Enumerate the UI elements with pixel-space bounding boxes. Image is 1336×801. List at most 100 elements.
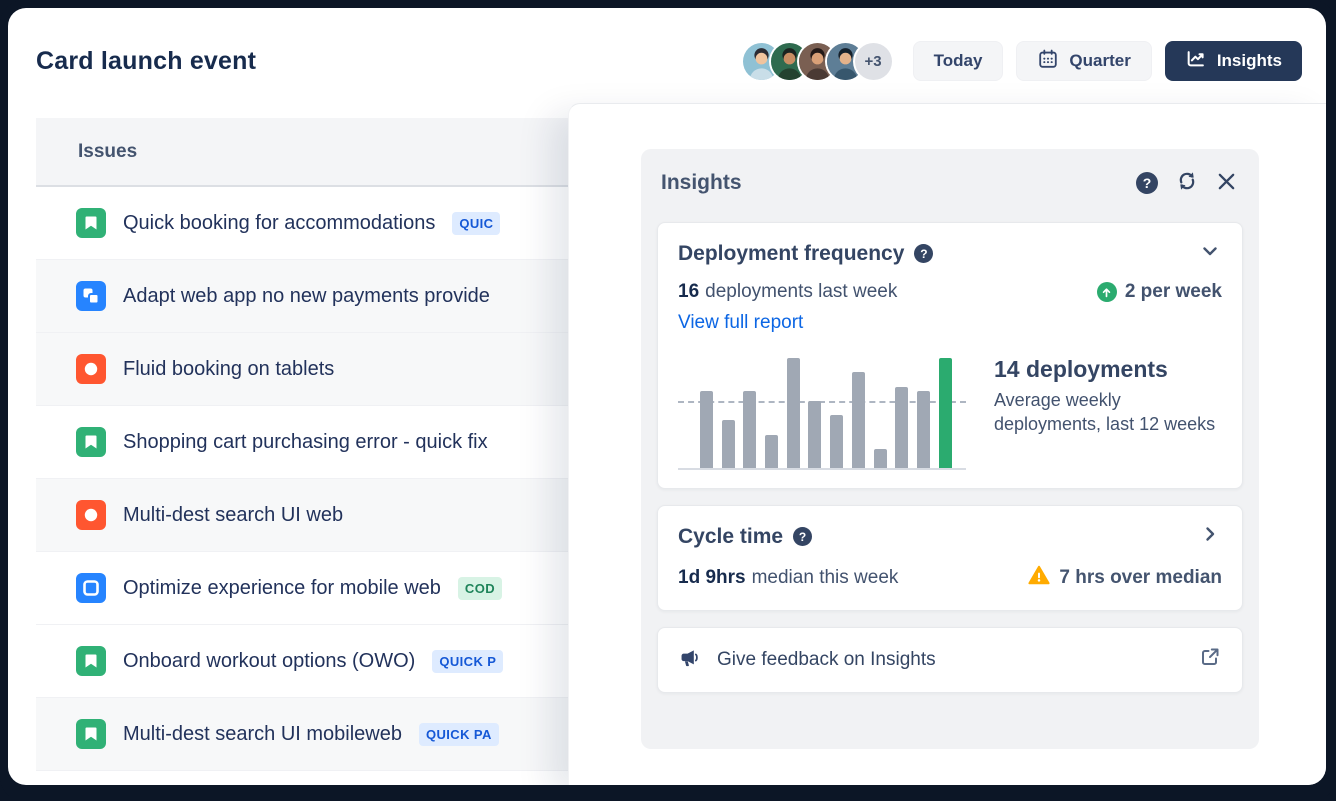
cycle-time-stat-row: 1d 9hrs median this week 7 hrs over medi <box>678 564 1222 592</box>
cycle-time-card: Cycle time ? 1d 9hrs median this week <box>657 505 1243 611</box>
megaphone-icon <box>678 646 701 675</box>
calendar-icon <box>1037 48 1059 75</box>
issue-title: Adapt web app no new payments provide <box>123 284 490 307</box>
story-icon <box>76 208 106 238</box>
chart-bar <box>808 401 822 468</box>
issue-title: Shopping cart purchasing error - quick f… <box>123 430 488 453</box>
refresh-button[interactable] <box>1175 169 1199 196</box>
deployment-frequency-title: Deployment frequency <box>678 241 905 265</box>
issue-title: Fluid booking on tablets <box>123 357 335 380</box>
task-icon <box>76 573 106 603</box>
feedback-label: Give feedback on Insights <box>717 649 936 670</box>
issue-row[interactable]: Shopping cart purchasing error - quick f… <box>36 406 736 479</box>
insights-button-label: Insights <box>1216 51 1282 70</box>
help-icon: ? <box>914 244 934 263</box>
chart-bars <box>700 358 952 468</box>
average-summary: 14 deployments Average weekly deployment… <box>994 356 1222 470</box>
refresh-icon <box>1175 169 1199 196</box>
deployment-bar-chart <box>678 356 978 470</box>
page-title: Card launch event <box>36 46 257 75</box>
issues-header-label: Issues <box>78 140 138 162</box>
avatar-stack[interactable]: +3 <box>742 42 892 80</box>
avatar-overflow[interactable]: +3 <box>854 42 892 80</box>
warning-icon <box>1028 564 1050 592</box>
bug-icon <box>76 354 106 384</box>
avatar[interactable] <box>798 42 836 80</box>
deployment-chart-row: 14 deployments Average weekly deployment… <box>678 356 1222 470</box>
cycle-time-title: Cycle time <box>678 524 784 548</box>
trend-chart-icon <box>1185 48 1207 75</box>
cycle-time-median-value: 1d 9hrs <box>678 567 746 588</box>
subtask-icon <box>76 281 106 311</box>
cycle-time-warning: 7 hrs over median <box>1028 564 1222 592</box>
issue-title: Multi-dest search UI mobileweb <box>123 722 402 745</box>
today-button-label: Today <box>933 51 983 70</box>
issue-badge: QUICK PA <box>419 722 499 746</box>
deployment-count-value: 16 <box>678 281 700 302</box>
today-button[interactable]: Today <box>912 41 1004 81</box>
app-card: Card launch event +3 Today <box>8 8 1326 785</box>
chevron-down-icon[interactable] <box>1198 239 1222 268</box>
issue-title: Multi-dest search UI web <box>123 503 344 526</box>
chart-bar <box>916 391 930 468</box>
cycle-time-median: 1d 9hrs median this week <box>678 567 898 589</box>
chart-bar <box>895 387 909 468</box>
average-dashed-line <box>678 401 966 403</box>
deployment-frequency-header[interactable]: Deployment frequency ? <box>678 239 1222 268</box>
deployment-frequency-card: Deployment frequency ? 16 deployments las… <box>657 222 1243 489</box>
help-button[interactable]: ? <box>1136 171 1158 194</box>
close-button[interactable] <box>1216 171 1237 195</box>
chevron-right-icon[interactable] <box>1198 522 1222 551</box>
issue-row[interactable]: Optimize experience for mobile web COD <box>36 552 736 625</box>
external-link-icon[interactable] <box>1198 645 1222 675</box>
cycle-time-header[interactable]: Cycle time ? <box>678 522 1222 551</box>
issue-row[interactable]: Quick booking for accommodations QUIC <box>36 187 736 260</box>
chart-bar <box>938 358 952 468</box>
issue-row[interactable]: Onboard workout options (OWO) QUICK P <box>36 625 736 698</box>
view-full-report-link[interactable]: View full report <box>678 312 804 333</box>
story-icon <box>76 427 106 457</box>
cycle-time-warning-label: 7 hrs over median <box>1059 567 1222 588</box>
average-title: 14 deployments <box>994 356 1168 382</box>
issue-title: Onboard workout options (OWO) <box>123 649 416 672</box>
insights-button[interactable]: Insights <box>1164 41 1302 81</box>
deployment-stat-row: 16 deployments last week 2 per week <box>678 281 1222 303</box>
cycle-time-title-wrap: Cycle time ? <box>678 524 813 549</box>
app-header: Card launch event +3 Today <box>36 8 1302 104</box>
cycle-time-median-label: median this week <box>751 567 899 588</box>
avatar[interactable] <box>770 42 808 80</box>
deployment-trend: 2 per week <box>1096 281 1222 303</box>
chart-bar <box>873 449 887 468</box>
insights-panel-actions: ? <box>1136 169 1237 196</box>
header-actions: +3 Today <box>742 41 1302 81</box>
average-description: Average weekly deployments, last 12 week… <box>994 390 1216 435</box>
insights-panel-header: Insights ? <box>657 149 1243 196</box>
issue-badge: QUIC <box>452 211 501 235</box>
close-icon <box>1216 171 1237 195</box>
chart-bar <box>786 358 800 468</box>
chart-bar <box>743 391 757 468</box>
chart-baseline <box>678 468 966 470</box>
quarter-button-label: Quarter <box>1069 51 1131 70</box>
insights-panel-title: Insights <box>661 170 742 194</box>
feedback-card[interactable]: Give feedback on Insights <box>657 627 1243 693</box>
quarter-button[interactable]: Quarter <box>1016 41 1152 81</box>
bug-icon <box>76 500 106 530</box>
help-icon: ? <box>1136 171 1158 194</box>
help-icon: ? <box>793 527 813 546</box>
story-icon <box>76 646 106 676</box>
issue-badge: QUICK P <box>432 649 504 673</box>
deployment-frequency-title-wrap: Deployment frequency ? <box>678 241 934 266</box>
chart-bar <box>830 415 844 468</box>
insights-overlay: Insights ? <box>568 103 1326 785</box>
chart-bar <box>721 420 735 468</box>
chart-bar <box>765 435 779 468</box>
insights-panel: Insights ? <box>641 149 1259 749</box>
trend-up-icon <box>1096 282 1117 302</box>
deployment-trend-label: 2 per week <box>1124 281 1222 302</box>
issue-title: Quick booking for accommodations <box>123 211 436 234</box>
chart-bar <box>700 391 713 468</box>
issue-title: Optimize experience for mobile web <box>123 576 441 599</box>
deployment-count: 16 deployments last week <box>678 281 897 303</box>
